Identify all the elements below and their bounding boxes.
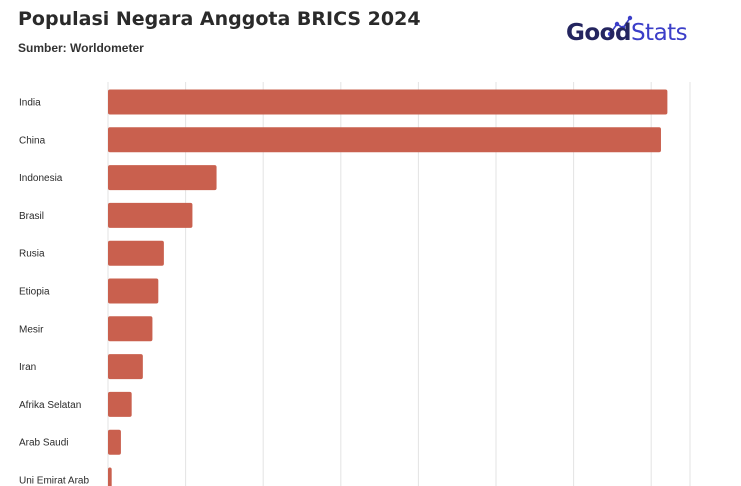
chart-title: Populasi Negara Anggota BRICS 2024 <box>18 8 421 30</box>
category-label: Etiopia <box>19 287 50 298</box>
logo-sparkline-icon <box>607 15 633 37</box>
bar-indonesia <box>108 165 217 191</box>
logo-text-good: Good <box>566 20 631 46</box>
category-label: Rusia <box>19 249 45 260</box>
bar-brasil <box>108 202 193 228</box>
bar-uni-emirat-arab <box>108 467 112 486</box>
goodstats-logo: GoodStats <box>566 12 696 52</box>
bar-iran <box>108 354 143 380</box>
logo-text-stats: Stats <box>630 20 688 46</box>
category-label: Indonesia <box>19 173 63 184</box>
category-label: Iran <box>19 362 36 373</box>
logo-text: GoodStats <box>566 20 688 46</box>
chart-source: Sumber: Worldometer <box>18 41 144 55</box>
bar-afrika-selatan <box>108 391 132 417</box>
category-label: Arab Saudi <box>19 438 68 449</box>
category-label: Uni Emirat Arab <box>19 476 89 486</box>
category-label: Afrika Selatan <box>19 400 81 411</box>
bar-rusia <box>108 240 164 266</box>
category-label: Brasil <box>19 211 44 222</box>
bar-mesir <box>108 316 153 342</box>
bar-india <box>108 89 668 115</box>
bar-china <box>108 127 661 153</box>
bar-etiopia <box>108 278 159 304</box>
category-label: China <box>19 135 46 146</box>
category-label: India <box>19 98 41 109</box>
bar-arab-saudi <box>108 429 121 455</box>
category-label: Mesir <box>19 324 44 335</box>
